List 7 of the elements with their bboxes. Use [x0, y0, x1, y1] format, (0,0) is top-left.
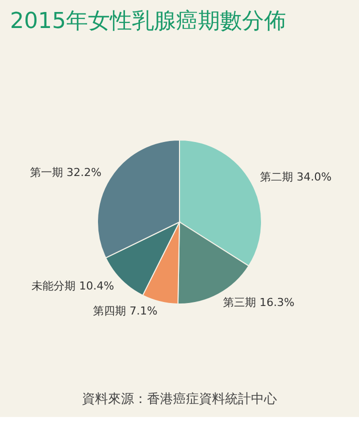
slice-label: 未能分期 10.4% [32, 280, 114, 293]
slice-label: 第四期 7.1% [93, 304, 158, 318]
slice-label: 第一期 32.2% [30, 166, 102, 180]
slice-label: 第二期 34.0% [260, 170, 332, 184]
source-note: 資料來源：香港癌症資料統計中心 [82, 391, 277, 407]
slice-label: 第三期 16.3% [223, 296, 295, 310]
chart-title: 2015年女性乳腺癌期數分佈 [10, 9, 286, 34]
